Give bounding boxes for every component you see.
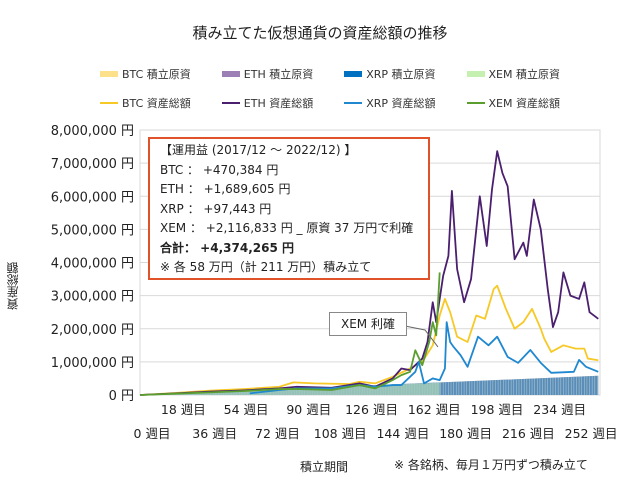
xem-callout: XEM 利確: [329, 312, 407, 336]
y-tick-label: 2,000,000 円: [51, 323, 134, 338]
series-line: [139, 150, 599, 396]
legend-item: BTC 積立原資: [100, 66, 191, 82]
x-tick-label: 198 週目: [471, 402, 524, 417]
legend-swatch: [344, 102, 363, 104]
legend-label: XEM 資産総額: [488, 97, 560, 110]
series-line: [139, 284, 599, 396]
x-tick-label: 234 週目: [533, 402, 586, 417]
legend-item: ETH 資産総額: [221, 95, 314, 111]
legend-swatch: [344, 71, 363, 77]
legend-swatch: [466, 102, 485, 104]
legend-label: XEM 積立原資: [488, 68, 560, 81]
legend-label: XRP 積立原資: [366, 68, 436, 81]
profit-note-box: 【運用益 (2017/12 ～ 2022/12) 】 BTC ： +470,38…: [148, 137, 430, 280]
note-line-btc: BTC ： +470,384 円: [160, 162, 279, 177]
series-line: [249, 321, 599, 395]
x-tick-label: 162 週目: [408, 402, 461, 417]
y-tick-label: 1,000,000 円: [51, 356, 134, 371]
x-tick-label: 108 週目: [314, 426, 367, 441]
legend-label: ETH 積立原資: [243, 68, 314, 81]
x-tick-label: 180 週目: [439, 426, 492, 441]
principal-area: [140, 375, 599, 395]
note-total: 合計： +4,374,265 円: [160, 240, 294, 255]
legend-swatch: [221, 102, 240, 104]
legend-total: BTC 資産総額 ETH 資産総額 XRP 資産総額 XEM 資産総額: [100, 95, 560, 111]
x-tick-label: 144 週目: [376, 426, 429, 441]
y-tick-label: 3,000,000 円: [51, 290, 134, 305]
legend-swatch: [221, 71, 240, 77]
x-tick-label: 54 週目: [224, 402, 269, 417]
legend-swatch: [100, 102, 118, 104]
legend-label: BTC 資産総額: [122, 97, 191, 110]
callout-leader: [404, 325, 439, 348]
x-tick-label: 216 週目: [502, 426, 555, 441]
x-tick-label: 72 週目: [255, 426, 300, 441]
x-tick-label: 252 週目: [565, 426, 618, 441]
y-tick-label: 5,000,000 円: [51, 223, 134, 238]
legend-item: XRP 資産総額: [344, 95, 436, 111]
legend-swatch: [466, 71, 485, 77]
y-axis-label: 資産総額: [6, 262, 20, 310]
x-tick-label: 18 週目: [161, 402, 206, 417]
x-tick-label: 0 週目: [134, 426, 171, 441]
legend-item: XEM 資産総額: [466, 95, 560, 111]
y-tick-label: 7,000,000 円: [51, 157, 134, 172]
legend-item: XRP 積立原資: [344, 66, 436, 82]
x-tick-label: 36 週目: [192, 426, 237, 441]
note-line-xrp: XRP ： +97,443 円: [160, 201, 272, 216]
footnote: ※ 各銘柄、毎月１万円ずつ積み立て: [394, 458, 588, 472]
y-tick-label: 6,000,000 円: [51, 190, 134, 205]
x-tick-label: 126 週目: [345, 402, 398, 417]
legend-principal: BTC 積立原資 ETH 積立原資 XRP 積立原資 XEM 積立原資: [100, 66, 560, 82]
legend-item: ETH 積立原資: [221, 66, 314, 82]
series-line: [139, 272, 441, 396]
legend-label: ETH 資産総額: [243, 97, 314, 110]
x-axis-label: 積立期間: [300, 460, 349, 474]
note-line-eth: ETH ： +1,689,605 円: [160, 182, 291, 196]
legend-label: XRP 資産総額: [366, 97, 436, 110]
legend-swatch: [100, 71, 118, 77]
legend-item: BTC 資産総額: [100, 95, 191, 111]
y-tick-label: 8,000,000 円: [51, 124, 134, 139]
y-tick-label: 4,000,000 円: [51, 257, 134, 272]
note-footer: ※ 各 58 万円（計 211 万円）積み立て: [160, 260, 372, 274]
legend-item: XEM 積立原資: [466, 66, 560, 82]
note-line-xem: XEM ： +2,116,833 円 _ 原資 37 万円で利確: [160, 221, 414, 235]
x-tick-label: 90 週目: [286, 402, 331, 417]
y-tick-label: 0 円: [109, 389, 134, 404]
note-title: 【運用益 (2017/12 ～ 2022/12) 】: [160, 143, 357, 157]
chart-title: 積み立てた仮想通貨の資産総額の推移: [192, 24, 448, 42]
legend-label: BTC 積立原資: [122, 68, 191, 81]
